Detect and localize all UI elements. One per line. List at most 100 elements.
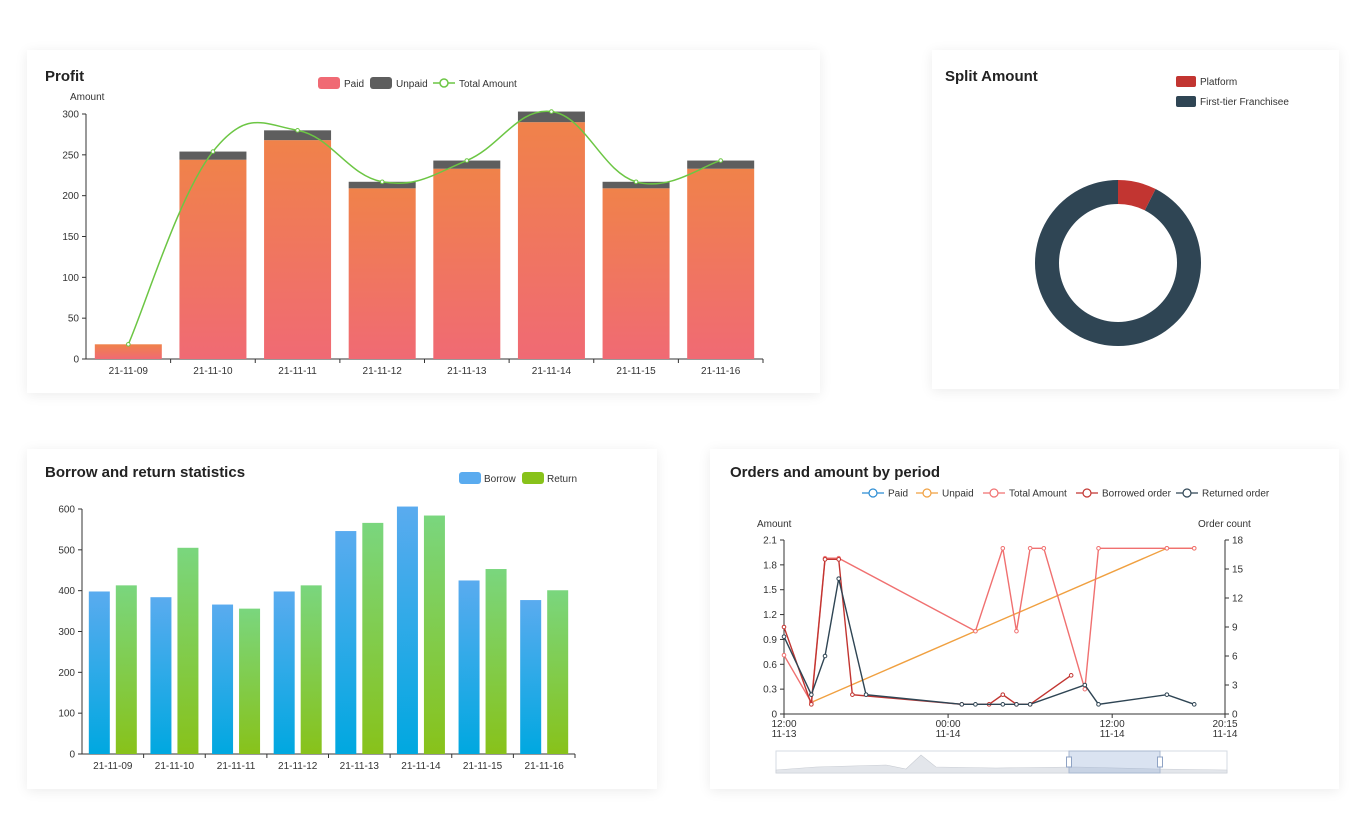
- bar-return: [300, 585, 322, 754]
- y-tick-label: 2.1: [763, 536, 777, 547]
- y-tick-label: 500: [58, 545, 75, 556]
- line-borrowed-order: [783, 558, 1072, 706]
- zoom-slider-window[interactable]: [1068, 750, 1161, 774]
- y-tick-label: 150: [62, 232, 79, 243]
- bar-borrow: [520, 600, 542, 754]
- legend-unpaid-label: Unpaid: [942, 489, 974, 500]
- bar-return: [423, 515, 445, 754]
- legend-unpaid-label: Unpaid: [396, 79, 428, 90]
- bar-paid: [264, 140, 332, 359]
- bar-paid: [517, 122, 585, 360]
- bar-return: [547, 590, 569, 754]
- x-tick-label: 21-11-13: [447, 366, 487, 377]
- y2-tick-label: 12: [1232, 594, 1244, 605]
- split-chart: Platform First-tier Franchisee: [1035, 76, 1289, 346]
- point-returned-order: [1164, 692, 1170, 697]
- borrow-title: Borrow and return statistics: [45, 464, 246, 481]
- point-total-amount: [1164, 545, 1170, 551]
- zoom-slider-overview: [775, 754, 1228, 774]
- bar-unpaid: [433, 160, 501, 169]
- bar-unpaid: [687, 160, 755, 169]
- legend-borrow-label: Borrow: [484, 474, 516, 485]
- legend-borrow-swatch: [459, 472, 481, 484]
- x-tick-label-top: 12:00: [771, 719, 796, 730]
- line-unpaid: [811, 547, 1195, 704]
- line-returned-order: [783, 578, 1195, 706]
- y2-tick-label: 15: [1232, 565, 1244, 576]
- legend-paid-marker: [868, 488, 878, 498]
- legend-return-label: Return: [547, 474, 577, 485]
- legend-return-swatch: [522, 472, 544, 484]
- point-returned-order: [863, 692, 869, 697]
- legend-platform-swatch: [1176, 76, 1196, 87]
- x-tick-label: 21-11-16: [525, 761, 565, 772]
- bar-borrow: [88, 591, 110, 754]
- point-returned-order: [781, 634, 787, 639]
- bar-paid: [433, 168, 501, 359]
- legend-paid-label: Paid: [888, 489, 908, 500]
- x-tick-label-top: 00:00: [936, 719, 961, 730]
- point-returned-order: [1082, 682, 1088, 688]
- y2-tick-label: 3: [1232, 681, 1238, 692]
- bar-unpaid: [264, 130, 332, 141]
- x-tick-label: 21-11-16: [701, 366, 741, 377]
- point-returned-order: [822, 653, 828, 659]
- bar-return: [239, 608, 261, 754]
- legend-franchisee-swatch: [1176, 96, 1196, 107]
- bar-paid: [602, 188, 670, 359]
- x-tick-label-bottom: 11-13: [772, 729, 797, 740]
- x-tick-label: 21-11-12: [363, 366, 403, 377]
- point-returned-order: [1000, 702, 1006, 707]
- y-tick-label: 600: [58, 505, 75, 516]
- legend-paid-label: Paid: [344, 79, 364, 90]
- point-total-amount: [1014, 628, 1019, 634]
- slice-platform: [1118, 180, 1156, 211]
- bar-return: [362, 522, 384, 754]
- point-total-amount: [1027, 545, 1033, 551]
- legend-total-amount-label: Total Amount: [1009, 489, 1067, 500]
- y-tick-label: 400: [58, 586, 75, 597]
- y-tick-label: 1.2: [763, 610, 777, 621]
- point-borrowed-order: [836, 557, 841, 562]
- bar-unpaid: [602, 181, 670, 189]
- y-tick-label: 250: [62, 150, 79, 161]
- y-tick-label: 1.8: [763, 560, 777, 571]
- y-tick-label: 200: [58, 668, 75, 679]
- bar-borrow: [335, 531, 357, 754]
- y-tick-label: 300: [62, 110, 79, 121]
- point-total-amount: [1000, 545, 1006, 551]
- y-tick-label: 0.3: [763, 685, 777, 696]
- point-total-amount: [126, 342, 131, 347]
- bar-paid: [179, 159, 247, 359]
- x-tick-label: 21-11-14: [532, 366, 572, 377]
- x-tick-label: 21-11-10: [155, 761, 195, 772]
- point-returned-order: [1096, 702, 1101, 707]
- zoom-slider-left-handle[interactable]: [1066, 756, 1072, 768]
- bar-paid: [348, 188, 416, 359]
- legend-unpaid-swatch: [370, 77, 392, 89]
- point-total-amount: [1191, 545, 1197, 551]
- point-total-amount: [1082, 686, 1088, 692]
- x-tick-label: 21-11-12: [278, 761, 318, 772]
- legend-returned-order-marker: [1182, 488, 1192, 498]
- bar-return: [485, 569, 507, 754]
- split-title: Split Amount: [945, 68, 1038, 85]
- point-total-amount: [379, 179, 385, 185]
- x-tick-label: 21-11-14: [401, 761, 441, 772]
- bar-return: [177, 547, 199, 754]
- y2-tick-label: 9: [1232, 623, 1238, 634]
- point-returned-order: [809, 692, 814, 697]
- y-axis-label: Amount: [757, 519, 792, 530]
- point-borrowed-order: [781, 624, 787, 630]
- bar-unpaid: [179, 151, 247, 160]
- slice-franchisee: [1035, 180, 1201, 346]
- zoom-slider-right-handle[interactable]: [1157, 756, 1163, 768]
- y-tick-label: 0.9: [763, 635, 777, 646]
- legend-franchisee-label: First-tier Franchisee: [1200, 97, 1289, 108]
- profit-title: Profit: [45, 68, 85, 85]
- point-total-amount: [295, 128, 300, 133]
- y-tick-label: 100: [58, 709, 75, 720]
- bar-unpaid: [517, 111, 585, 123]
- point-total-amount: [464, 158, 470, 163]
- orders-card: Orders and amount by period Paid Unpaid To…: [710, 449, 1339, 789]
